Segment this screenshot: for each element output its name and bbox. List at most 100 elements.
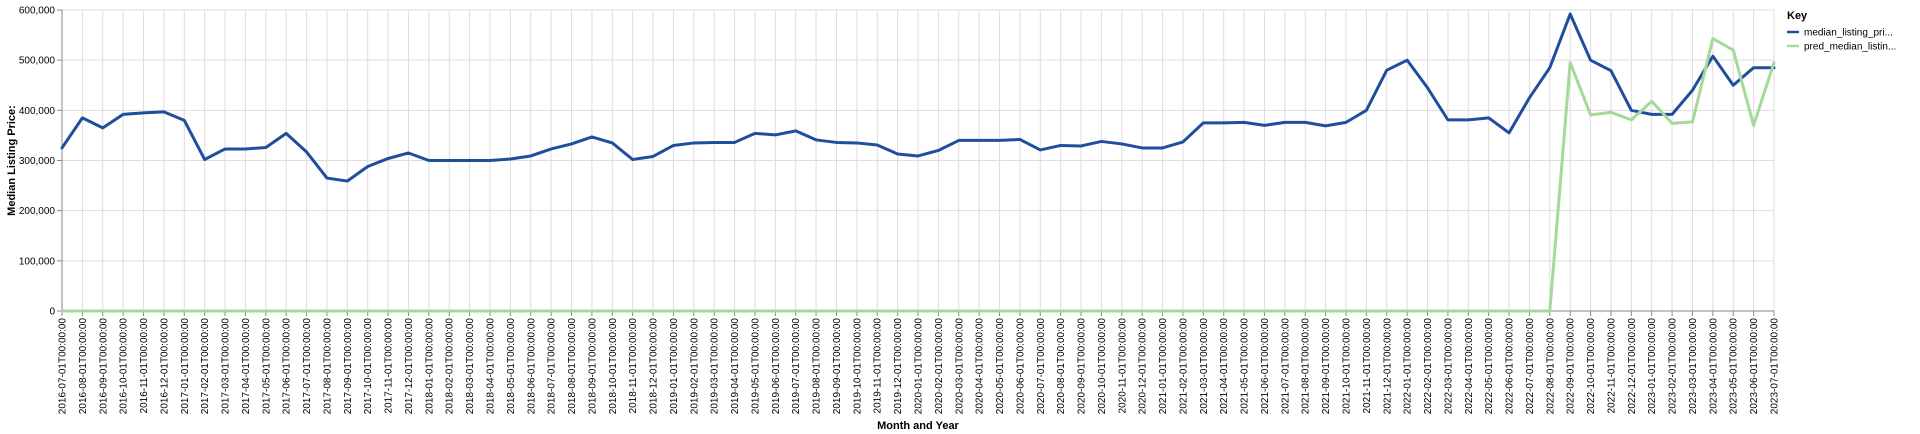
x-tick-label: 2022-05-01T00:00:00 xyxy=(1484,318,1495,415)
x-tick-label: 2017-06-01T00:00:00 xyxy=(282,318,293,415)
x-tick-label: 2022-10-01T00:00:00 xyxy=(1586,318,1597,415)
x-tick-label: 2018-06-01T00:00:00 xyxy=(526,318,537,415)
x-tick-label: 2019-10-01T00:00:00 xyxy=(852,318,863,415)
x-tick-label: 2018-12-01T00:00:00 xyxy=(649,318,660,415)
x-tick-label: 2019-08-01T00:00:00 xyxy=(812,318,823,415)
y-tick-label: 400,000 xyxy=(19,106,56,117)
x-tick-label: 2018-07-01T00:00:00 xyxy=(547,318,558,415)
x-tick-label: 2021-01-01T00:00:00 xyxy=(1158,318,1169,415)
x-tick-label: 2020-02-01T00:00:00 xyxy=(934,318,945,415)
x-tick-label: 2020-10-01T00:00:00 xyxy=(1097,318,1108,415)
x-tick-label: 2021-02-01T00:00:00 xyxy=(1178,318,1189,415)
x-tick-label: 2023-04-01T00:00:00 xyxy=(1708,318,1719,415)
x-tick-label: 2021-06-01T00:00:00 xyxy=(1260,318,1271,415)
series-2 xyxy=(60,37,1776,313)
legend-title: Key xyxy=(1787,10,1808,22)
series-layer xyxy=(60,12,1776,313)
x-tick-label: 2021-10-01T00:00:00 xyxy=(1342,318,1353,415)
y-axis: 0 100,000 200,000 300,000 400,000 500,000 600,… xyxy=(19,6,63,318)
x-tick-label: 2021-12-01T00:00:00 xyxy=(1382,318,1393,415)
x-tick-label: 2021-04-01T00:00:00 xyxy=(1219,318,1230,415)
x-tick-label: 2020-03-01T00:00:00 xyxy=(954,318,965,415)
x-tick-label: 2019-11-01T00:00:00 xyxy=(873,318,884,414)
x-tick-label: 2023-01-01T00:00:00 xyxy=(1647,318,1658,415)
legend: Key median_listing_pri... pred_median_lis… xyxy=(1787,10,1896,53)
x-tick-label: 2022-01-01T00:00:00 xyxy=(1403,318,1414,415)
x-tick-label: 2020-05-01T00:00:00 xyxy=(995,318,1006,415)
x-tick-label: 2022-03-01T00:00:00 xyxy=(1443,318,1454,415)
x-tick-label: 2017-09-01T00:00:00 xyxy=(343,318,354,415)
x-tick-label: 2020-09-01T00:00:00 xyxy=(1077,318,1088,415)
x-tick-label: 2016-07-01T00:00:00 xyxy=(58,318,69,415)
y-tick-label: 300,000 xyxy=(19,156,56,167)
x-tick-label: 2021-07-01T00:00:00 xyxy=(1280,318,1291,415)
x-tick-label: 2018-05-01T00:00:00 xyxy=(506,318,517,415)
x-tick-label: 2023-05-01T00:00:00 xyxy=(1729,318,1740,415)
y-tick-label: 600,000 xyxy=(19,6,56,17)
x-tick-label: 2020-04-01T00:00:00 xyxy=(975,318,986,415)
x-tick-label: 2023-03-01T00:00:00 xyxy=(1688,318,1699,415)
x-tick-label: 2016-12-01T00:00:00 xyxy=(159,318,170,415)
x-tick-label: 2022-07-01T00:00:00 xyxy=(1525,318,1536,415)
x-tick-label: 2016-09-01T00:00:00 xyxy=(98,318,109,415)
x-tick-label: 2018-04-01T00:00:00 xyxy=(486,318,497,415)
x-tick-label: 2021-11-01T00:00:00 xyxy=(1362,318,1373,414)
x-tick-label: 2022-09-01T00:00:00 xyxy=(1566,318,1577,415)
y-tick-label: 200,000 xyxy=(19,206,56,217)
x-tick-label: 2016-10-01T00:00:00 xyxy=(119,318,130,415)
x-tick-label: 2017-05-01T00:00:00 xyxy=(261,318,272,415)
x-axis: 2016-07-01T00:00:00 2016-08-01T00:00:00 20… xyxy=(58,310,1781,415)
x-tick-label: 2022-04-01T00:00:00 xyxy=(1464,318,1475,415)
x-tick-label: 2018-11-01T00:00:00 xyxy=(628,318,639,414)
x-tick-label: 2020-07-01T00:00:00 xyxy=(1036,318,1047,415)
y-axis-title: Median Listing Price: xyxy=(6,105,18,216)
x-tick-label: 2018-03-01T00:00:00 xyxy=(465,318,476,415)
x-tick-label: 2020-01-01T00:00:00 xyxy=(914,318,925,415)
x-tick-label: 2021-09-01T00:00:00 xyxy=(1321,318,1332,415)
x-tick-label: 2022-02-01T00:00:00 xyxy=(1423,318,1434,415)
x-tick-label: 2017-04-01T00:00:00 xyxy=(241,318,252,415)
x-tick-label: 2019-01-01T00:00:00 xyxy=(669,318,680,415)
x-tick-label: 2017-07-01T00:00:00 xyxy=(302,318,313,415)
x-tick-label: 2023-02-01T00:00:00 xyxy=(1668,318,1679,415)
x-tick-label: 2018-01-01T00:00:00 xyxy=(424,318,435,415)
x-tick-label: 2018-10-01T00:00:00 xyxy=(608,318,619,415)
x-tick-label: 2020-06-01T00:00:00 xyxy=(1015,318,1026,415)
legend-label: median_listing_pri... xyxy=(1804,28,1893,39)
x-tick-label: 2017-03-01T00:00:00 xyxy=(221,318,232,415)
x-tick-label: 2019-04-01T00:00:00 xyxy=(730,318,741,415)
x-tick-label: 2022-06-01T00:00:00 xyxy=(1505,318,1516,415)
x-axis-title: Month and Year xyxy=(877,420,959,432)
x-tick-label: 2019-07-01T00:00:00 xyxy=(791,318,802,415)
x-tick-label: 2023-06-01T00:00:00 xyxy=(1749,318,1760,415)
y-tick-label: 500,000 xyxy=(19,56,56,67)
x-tick-label: 2019-12-01T00:00:00 xyxy=(893,318,904,415)
x-tick-label: 2017-08-01T00:00:00 xyxy=(322,318,333,415)
x-tick-label: 2017-12-01T00:00:00 xyxy=(404,318,415,415)
x-tick-label: 2017-01-01T00:00:00 xyxy=(180,318,191,415)
x-tick-label: 2022-08-01T00:00:00 xyxy=(1545,318,1556,415)
x-tick-label: 2020-08-01T00:00:00 xyxy=(1056,318,1067,415)
x-tick-label: 2017-02-01T00:00:00 xyxy=(200,318,211,415)
x-tick-label: 2018-02-01T00:00:00 xyxy=(445,318,456,415)
x-tick-label: 2018-09-01T00:00:00 xyxy=(587,318,598,415)
series-1 xyxy=(60,12,1776,183)
x-tick-label: 2016-08-01T00:00:00 xyxy=(78,318,89,415)
x-tick-label: 2019-05-01T00:00:00 xyxy=(750,318,761,415)
x-tick-label: 2022-12-01T00:00:00 xyxy=(1627,318,1638,415)
x-tick-label: 2023-07-01T00:00:00 xyxy=(1770,318,1781,415)
x-tick-label: 2021-03-01T00:00:00 xyxy=(1199,318,1210,415)
y-tick-label: 0 xyxy=(49,307,55,318)
gridlines xyxy=(61,9,1775,312)
x-tick-label: 2021-05-01T00:00:00 xyxy=(1240,318,1251,415)
x-tick-label: 2019-06-01T00:00:00 xyxy=(771,318,782,415)
x-tick-label: 2020-12-01T00:00:00 xyxy=(1138,318,1149,415)
x-tick-label: 2017-10-01T00:00:00 xyxy=(363,318,374,415)
x-tick-label: 2018-08-01T00:00:00 xyxy=(567,318,578,415)
series-line-1 xyxy=(60,12,1776,183)
x-tick-label: 2019-09-01T00:00:00 xyxy=(832,318,843,415)
x-tick-label: 2022-11-01T00:00:00 xyxy=(1606,318,1617,414)
x-tick-label: 2016-11-01T00:00:00 xyxy=(139,318,150,414)
series-line-2 xyxy=(60,37,1776,313)
